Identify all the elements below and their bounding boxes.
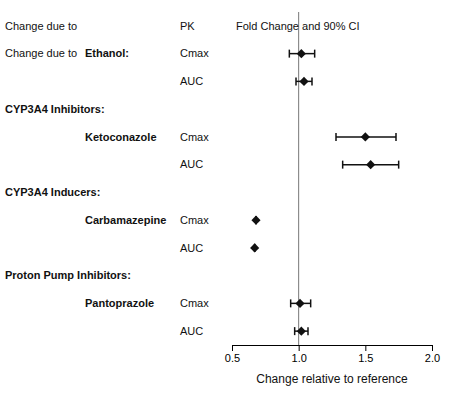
reference-line bbox=[298, 12, 299, 345]
error-cap bbox=[335, 133, 337, 141]
pk-label: AUC bbox=[180, 158, 203, 170]
header: Fold Change and 90% CI bbox=[236, 20, 360, 32]
x-axis-title: Change relative to reference bbox=[256, 372, 408, 386]
pk-label: AUC bbox=[180, 325, 203, 337]
marker bbox=[366, 160, 375, 169]
tick-mark bbox=[299, 345, 300, 351]
drug-label: Carbamazepine bbox=[85, 214, 166, 226]
error-cap bbox=[311, 77, 313, 85]
error-cap bbox=[395, 133, 397, 141]
marker bbox=[297, 327, 306, 336]
tick-mark bbox=[232, 345, 233, 351]
tick-label: 0.5 bbox=[225, 352, 240, 364]
header: PK bbox=[180, 20, 195, 32]
error-cap bbox=[342, 161, 344, 169]
drug-label: Ketoconazole bbox=[85, 131, 157, 143]
marker bbox=[295, 299, 304, 308]
estimate bbox=[291, 299, 311, 308]
tick: 1.5 bbox=[358, 345, 373, 364]
marker bbox=[250, 243, 259, 252]
estimate bbox=[289, 49, 314, 58]
drug-label: Pantoprazole bbox=[85, 297, 154, 309]
error-cap bbox=[307, 327, 309, 335]
estimate bbox=[295, 327, 308, 336]
marker bbox=[361, 132, 370, 141]
estimate bbox=[343, 160, 399, 169]
pk-label: Cmax bbox=[180, 214, 209, 226]
tick: 1.0 bbox=[292, 345, 307, 364]
error-cap bbox=[295, 77, 297, 85]
tick-label: 1.5 bbox=[358, 352, 373, 364]
error-cap bbox=[310, 299, 312, 307]
drug-label: Ethanol: bbox=[85, 47, 129, 59]
error-cap bbox=[289, 50, 291, 58]
tick-mark bbox=[432, 345, 433, 351]
axis-line bbox=[233, 346, 433, 352]
error-cap bbox=[290, 299, 292, 307]
estimate bbox=[336, 132, 396, 141]
estimate bbox=[250, 243, 259, 252]
marker bbox=[297, 49, 306, 58]
estimate bbox=[296, 77, 312, 86]
tick: 0.5 bbox=[225, 345, 240, 364]
error-cap bbox=[398, 161, 400, 169]
estimate bbox=[251, 216, 260, 225]
marker bbox=[299, 77, 308, 86]
error-cap bbox=[314, 50, 316, 58]
pk-label: AUC bbox=[180, 75, 203, 87]
error-cap bbox=[294, 327, 296, 335]
tick-mark bbox=[365, 345, 366, 351]
tick-label: 1.0 bbox=[292, 352, 307, 364]
chart: 0.5 1.0 1.5 2.0 Change relative to reference… bbox=[0, 0, 449, 401]
pk-label: Cmax bbox=[180, 131, 209, 143]
group-label: CYP3A4 Inhibitors: bbox=[5, 103, 105, 115]
group-label: Proton Pump Inhibitors: bbox=[5, 269, 131, 281]
tick-label: 2.0 bbox=[425, 352, 440, 364]
pk-label: AUC bbox=[180, 242, 203, 254]
x-axis: 0.5 1.0 1.5 2.0 bbox=[225, 345, 440, 364]
pk-label: Cmax bbox=[180, 47, 209, 59]
marker bbox=[251, 216, 260, 225]
group-label: Change due to bbox=[5, 47, 77, 59]
tick: 2.0 bbox=[425, 345, 440, 364]
header: Change due to bbox=[5, 20, 77, 32]
pk-label: Cmax bbox=[180, 297, 209, 309]
group-label: CYP3A4 Inducers: bbox=[5, 186, 100, 198]
plot-area bbox=[250, 12, 399, 345]
